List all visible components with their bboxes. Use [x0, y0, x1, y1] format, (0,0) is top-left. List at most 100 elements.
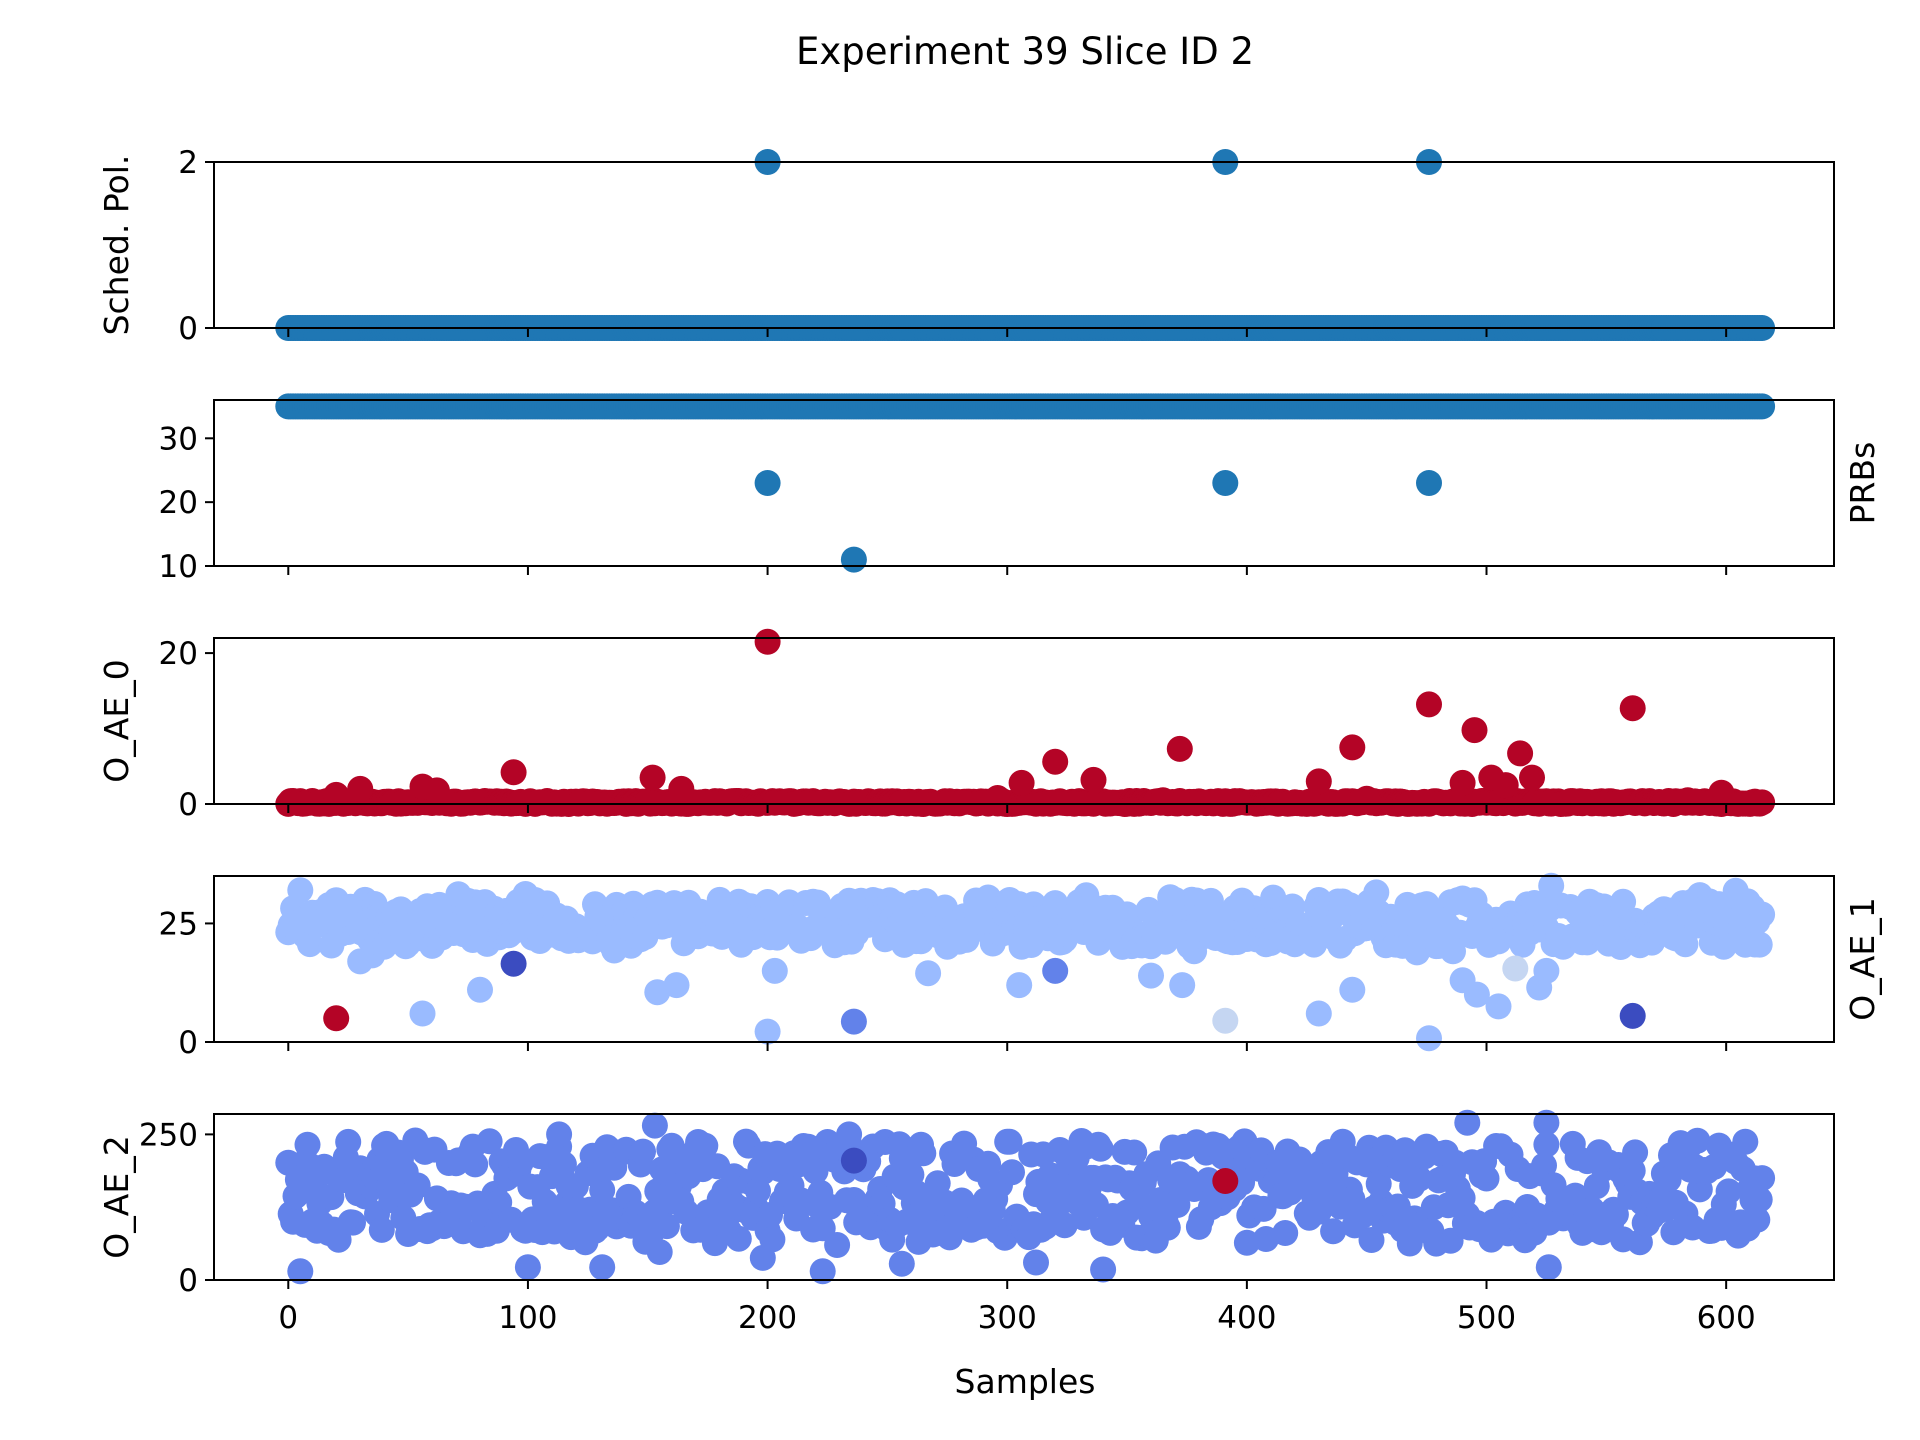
data-point — [1305, 768, 1332, 795]
axes-frame-1 — [213, 399, 1835, 567]
data-point — [1272, 1220, 1299, 1246]
y-axis-label: O_AE_0 — [97, 659, 136, 782]
y-axis-label: PRBs — [1843, 442, 1882, 525]
x-tick-label: 400 — [1217, 1300, 1276, 1336]
data-point — [910, 1140, 937, 1167]
data-point — [335, 1128, 362, 1155]
x-tick-label: 600 — [1697, 1300, 1756, 1336]
x-tick-label: 200 — [738, 1300, 797, 1336]
data-point — [500, 759, 527, 786]
data-point — [630, 1138, 656, 1165]
data-point — [1619, 1002, 1646, 1029]
data-point — [639, 764, 666, 791]
data-point — [1535, 1254, 1562, 1281]
data-point — [1212, 470, 1239, 496]
data-point — [1339, 976, 1366, 1003]
data-point — [1042, 748, 1069, 775]
data-point — [1602, 1201, 1629, 1228]
figure-title: Experiment 39 Slice ID 2 — [796, 30, 1254, 73]
data-point — [1674, 787, 1701, 814]
data-point — [1154, 1214, 1181, 1241]
data-point — [550, 1151, 577, 1178]
data-point — [589, 1177, 616, 1204]
data-point — [1749, 1165, 1776, 1192]
data-point — [646, 1239, 673, 1265]
data-point — [1358, 1227, 1385, 1253]
data-point — [1492, 772, 1519, 799]
y-tick-label: 0 — [178, 1263, 198, 1299]
data-point — [1684, 1127, 1711, 1154]
data-point — [996, 1128, 1023, 1155]
data-point — [802, 1158, 829, 1185]
markers-3 — [275, 872, 1776, 1052]
markers-4 — [275, 1109, 1776, 1285]
data-point — [1708, 779, 1735, 806]
data-point — [340, 1209, 366, 1236]
data-point — [1533, 957, 1560, 984]
data-point — [1533, 1131, 1560, 1158]
data-point — [467, 976, 493, 1003]
subplot-3: 0 25 O_AE_1 — [159, 872, 1882, 1061]
y-axis-label: Sched. Pol. — [97, 155, 136, 336]
subplot-4: 0 250 0 100 200 300 400 500 600 O_AE_2 — [97, 1109, 1835, 1336]
y-tick-label: 0 — [178, 1025, 198, 1061]
data-point — [1301, 931, 1327, 958]
data-point — [296, 931, 323, 958]
data-point — [653, 1213, 680, 1240]
data-point — [1023, 1249, 1049, 1276]
data-point — [1463, 981, 1490, 1008]
subplot-0: 0 2 Sched. Pol. — [97, 145, 1835, 347]
data-point — [1138, 962, 1164, 989]
data-point — [589, 1254, 616, 1281]
data-point — [294, 1131, 321, 1158]
data-point — [1353, 785, 1380, 812]
data-point — [514, 1254, 541, 1281]
data-point — [1746, 931, 1773, 958]
data-point — [1166, 735, 1193, 762]
y-tick-label: 0 — [178, 311, 198, 347]
data-point — [1416, 470, 1442, 496]
data-point — [1454, 1109, 1481, 1136]
x-tick-label: 0 — [278, 1300, 298, 1336]
data-point — [1087, 1135, 1114, 1162]
data-point — [1339, 734, 1366, 761]
data-point — [1437, 1227, 1464, 1254]
axes-frame-0 — [213, 161, 1835, 329]
y-tick-label: 20 — [159, 636, 198, 672]
data-point — [1461, 717, 1488, 744]
data-point — [546, 1121, 573, 1148]
data-point — [1538, 872, 1565, 899]
data-point — [462, 1151, 489, 1178]
data-point — [1150, 787, 1176, 814]
data-point — [368, 1216, 395, 1243]
data-point — [754, 1018, 781, 1045]
data-point — [1619, 695, 1646, 722]
x-tick-label: 300 — [978, 1300, 1037, 1336]
data-point — [1363, 879, 1390, 906]
data-point — [1212, 1007, 1239, 1034]
data-point — [287, 877, 314, 904]
data-point — [1406, 1165, 1433, 1192]
data-point — [1732, 1128, 1759, 1155]
y-axis-label: O_AE_2 — [97, 1135, 136, 1258]
data-point — [840, 546, 867, 573]
data-point — [584, 1215, 611, 1242]
data-point — [1485, 993, 1512, 1020]
data-point — [476, 1128, 503, 1155]
data-point — [692, 1132, 719, 1159]
y-axis-label: O_AE_1 — [1843, 897, 1882, 1020]
data-point — [1507, 740, 1534, 767]
data-point — [840, 1147, 867, 1174]
data-point — [641, 1112, 668, 1139]
data-point — [999, 1159, 1025, 1186]
data-point — [1212, 1168, 1239, 1194]
data-point — [1416, 1025, 1442, 1052]
data-point — [1610, 888, 1637, 915]
data-point — [836, 1121, 863, 1148]
y-tick-label: 20 — [159, 485, 198, 521]
data-point — [1744, 1206, 1771, 1233]
data-point — [347, 775, 374, 802]
data-point — [749, 1244, 776, 1271]
y-tick-label: 30 — [159, 421, 198, 457]
data-point — [824, 1232, 851, 1258]
